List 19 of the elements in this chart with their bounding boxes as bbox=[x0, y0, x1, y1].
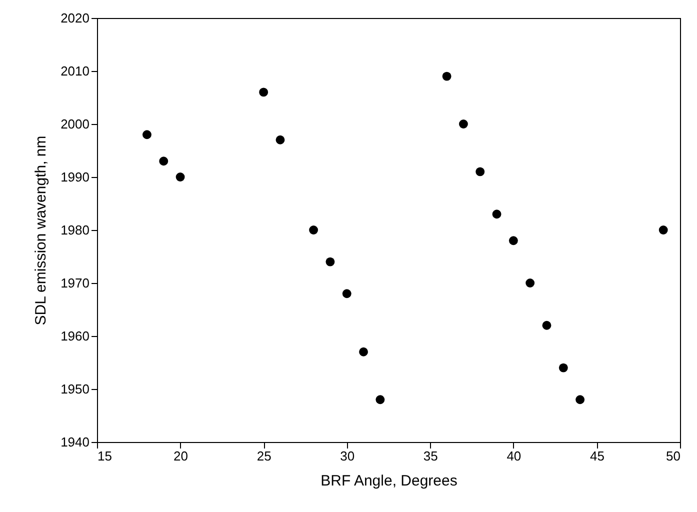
x-tick-label: 20 bbox=[174, 448, 188, 464]
x-tick-label: 45 bbox=[590, 448, 604, 464]
x-tick-label: 50 bbox=[666, 448, 680, 464]
x-tick-label: 35 bbox=[423, 448, 438, 464]
x-tick-label: 15 bbox=[98, 448, 112, 464]
y-tick-label: 2000 bbox=[60, 116, 90, 132]
x-tick-label: 40 bbox=[506, 448, 522, 464]
y-tick-label: 1950 bbox=[60, 382, 90, 396]
x-axis-title: BRF Angle, Degrees bbox=[320, 472, 458, 490]
y-tick-label: 1980 bbox=[60, 222, 90, 238]
y-tick-label: 1990 bbox=[60, 170, 90, 184]
y-axis-title: SDL emission wavength, nm bbox=[32, 136, 50, 326]
y-tick-label: 1940 bbox=[60, 434, 90, 450]
x-tick-label: 25 bbox=[256, 448, 272, 464]
y-tick-label: 2020 bbox=[60, 10, 90, 26]
x-tick-label: 30 bbox=[340, 448, 355, 464]
y-tick-label: 1970 bbox=[60, 276, 90, 290]
y-tick-label: 1960 bbox=[60, 328, 90, 344]
y-tick-label: 2010 bbox=[60, 64, 90, 78]
